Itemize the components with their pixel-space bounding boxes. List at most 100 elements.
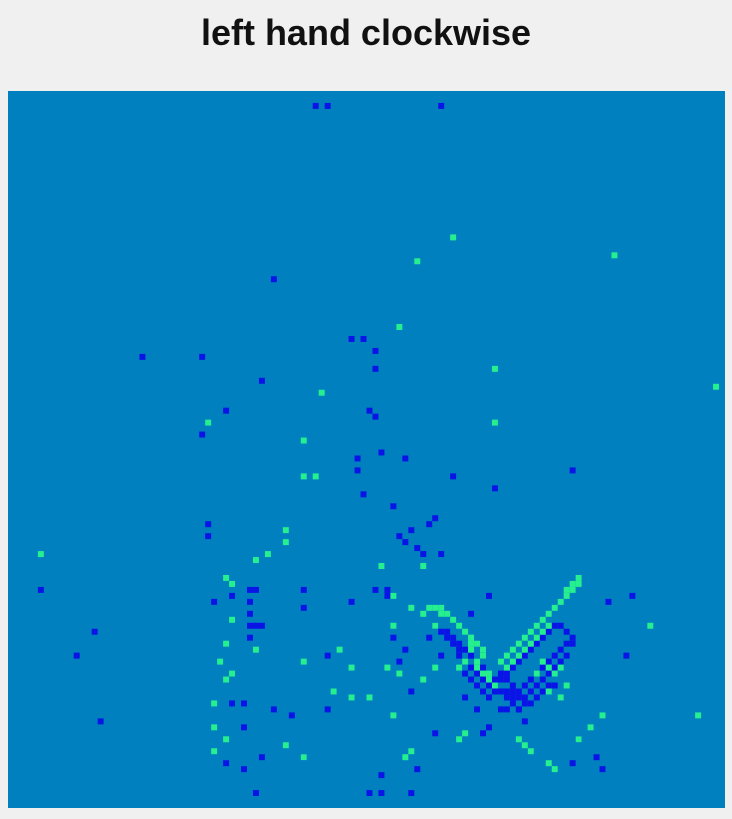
green-event-cell: [402, 754, 409, 761]
green-event-cell: [390, 622, 397, 629]
green-event-cell: [456, 736, 463, 743]
green-event-cell: [557, 598, 564, 605]
blue-event-cell: [527, 688, 534, 695]
blue-event-cell: [474, 706, 481, 713]
blue-event-cell: [223, 760, 230, 767]
blue-event-cell: [241, 766, 247, 773]
blue-event-cell: [515, 706, 522, 713]
green-event-cell: [521, 742, 528, 749]
blue-event-cell: [515, 688, 522, 695]
blue-event-cell: [497, 670, 504, 677]
blue-event-cell: [486, 682, 492, 689]
green-event-cell: [486, 670, 492, 677]
blue-event-cell: [503, 670, 510, 677]
blue-event-cell: [438, 652, 445, 659]
green-event-cell: [557, 694, 564, 701]
blue-event-cell: [270, 706, 277, 713]
blue-event-cell: [372, 413, 379, 420]
green-event-cell: [539, 658, 546, 665]
green-event-cell: [474, 640, 481, 647]
blue-event-cell: [468, 652, 475, 659]
blue-event-cell: [223, 407, 230, 414]
blue-event-cell: [509, 688, 516, 695]
blue-event-cell: [545, 628, 552, 635]
green-event-cell: [211, 724, 218, 731]
blue-event-cell: [456, 652, 463, 659]
blue-event-cell: [509, 700, 516, 707]
green-event-cell: [480, 646, 486, 653]
green-event-cell: [527, 628, 534, 635]
green-event-cell: [390, 592, 397, 599]
green-event-cell: [318, 389, 325, 396]
green-event-cell: [384, 664, 391, 671]
green-event-cell: [533, 670, 540, 677]
blue-event-cell: [199, 431, 206, 438]
green-event-cell: [551, 670, 558, 677]
blue-event-cell: [390, 503, 397, 510]
blue-event-cell: [372, 586, 379, 593]
blue-event-cell: [408, 688, 415, 695]
blue-event-cell: [402, 455, 409, 462]
blue-event-cell: [348, 598, 355, 605]
green-event-cell: [545, 622, 552, 629]
blue-event-cell: [563, 628, 570, 635]
green-event-cell: [432, 664, 439, 671]
blue-event-cell: [569, 640, 576, 647]
blue-event-cell: [480, 688, 486, 695]
blue-event-cell: [503, 676, 510, 683]
blue-event-cell: [462, 670, 469, 677]
blue-event-cell: [258, 754, 265, 761]
green-event-cell: [521, 634, 528, 641]
green-event-cell: [545, 688, 552, 695]
blue-event-cell: [229, 592, 236, 599]
blue-event-cell: [551, 664, 558, 671]
blue-event-cell: [324, 706, 331, 713]
blue-event-cell: [384, 592, 391, 599]
blue-event-cell: [247, 622, 253, 629]
blue-event-cell: [539, 664, 546, 671]
green-event-cell: [229, 580, 236, 587]
blue-event-cell: [312, 102, 319, 109]
green-event-cell: [569, 580, 576, 587]
green-event-cell: [312, 473, 319, 480]
blue-event-cell: [426, 521, 433, 528]
green-event-cell: [545, 610, 552, 617]
blue-event-cell: [462, 694, 469, 701]
blue-event-cell: [378, 449, 385, 456]
blue-event-cell: [414, 766, 421, 773]
green-event-cell: [468, 640, 475, 647]
blue-event-cell: [521, 682, 528, 689]
green-event-cell: [348, 694, 355, 701]
blue-event-cell: [408, 790, 415, 797]
green-event-cell: [563, 592, 570, 599]
blue-event-cell: [450, 640, 457, 647]
green-event-cell: [468, 634, 475, 641]
blue-event-cell: [468, 676, 475, 683]
green-event-cell: [491, 419, 498, 426]
blue-event-cell: [432, 730, 439, 737]
blue-event-cell: [199, 353, 206, 360]
green-event-cell: [551, 766, 558, 773]
blue-event-cell: [521, 694, 528, 701]
blue-event-cell: [247, 634, 253, 641]
blue-event-cell: [438, 628, 445, 635]
blue-event-cell: [360, 335, 367, 342]
blue-event-cell: [563, 640, 570, 647]
green-event-cell: [426, 604, 433, 611]
blue-event-cell: [444, 628, 451, 635]
blue-event-cell: [73, 652, 80, 659]
blue-event-cell: [545, 658, 552, 665]
green-event-cell: [527, 640, 534, 647]
blue-event-cell: [97, 718, 104, 725]
blue-event-cell: [468, 664, 475, 671]
blue-event-cell: [474, 670, 481, 677]
blue-event-cell: [569, 760, 576, 767]
blue-event-cell: [503, 706, 510, 713]
green-event-cell: [300, 754, 307, 761]
green-event-cell: [521, 646, 528, 653]
green-event-cell: [474, 664, 481, 671]
blue-event-cell: [551, 652, 558, 659]
green-event-cell: [300, 658, 307, 665]
green-event-cell: [396, 324, 403, 330]
blue-event-cell: [551, 682, 558, 689]
